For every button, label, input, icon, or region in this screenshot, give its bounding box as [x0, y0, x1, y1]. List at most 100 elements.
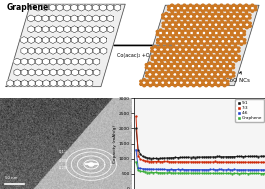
- Circle shape: [220, 10, 223, 12]
- Circle shape: [157, 39, 159, 41]
- Circle shape: [202, 10, 204, 12]
- Polygon shape: [78, 4, 85, 11]
- Circle shape: [201, 72, 204, 74]
- Circle shape: [207, 75, 210, 77]
- Circle shape: [224, 39, 227, 41]
- Circle shape: [223, 6, 226, 8]
- Circle shape: [185, 46, 187, 48]
- Circle shape: [213, 58, 216, 60]
- Circle shape: [218, 39, 221, 41]
- Circle shape: [242, 17, 245, 19]
- Polygon shape: [50, 80, 57, 87]
- Circle shape: [185, 51, 187, 54]
- Circle shape: [189, 75, 192, 77]
- Circle shape: [218, 22, 220, 24]
- Polygon shape: [178, 72, 184, 77]
- Circle shape: [243, 39, 246, 41]
- Polygon shape: [175, 5, 181, 11]
- Circle shape: [229, 6, 232, 8]
- Polygon shape: [64, 69, 71, 76]
- Circle shape: [187, 17, 189, 19]
- Circle shape: [176, 64, 179, 66]
- Circle shape: [163, 47, 166, 49]
- Circle shape: [189, 80, 192, 82]
- Circle shape: [194, 47, 197, 49]
- Circle shape: [192, 9, 195, 11]
- Polygon shape: [160, 72, 165, 77]
- Y-axis label: Capacity (mAh/g): Capacity (mAh/g): [113, 125, 117, 163]
- Circle shape: [222, 54, 225, 56]
- Circle shape: [161, 70, 164, 73]
- Polygon shape: [114, 4, 121, 11]
- Circle shape: [185, 54, 188, 56]
- Circle shape: [186, 79, 189, 81]
- Circle shape: [202, 83, 204, 85]
- Circle shape: [229, 68, 231, 70]
- Circle shape: [237, 39, 240, 41]
- Circle shape: [200, 33, 202, 36]
- Circle shape: [229, 9, 232, 11]
- Circle shape: [209, 43, 212, 45]
- Circle shape: [193, 33, 196, 36]
- Circle shape: [176, 72, 179, 74]
- Circle shape: [219, 50, 222, 52]
- Circle shape: [199, 22, 202, 24]
- Polygon shape: [208, 39, 213, 44]
- Circle shape: [254, 9, 257, 11]
- Circle shape: [189, 80, 192, 82]
- Polygon shape: [35, 4, 41, 11]
- Circle shape: [187, 30, 190, 33]
- Circle shape: [188, 55, 191, 57]
- Polygon shape: [232, 30, 238, 36]
- Polygon shape: [185, 80, 190, 85]
- Circle shape: [162, 17, 165, 19]
- Circle shape: [212, 33, 215, 36]
- Circle shape: [154, 62, 157, 64]
- Circle shape: [227, 29, 230, 31]
- Circle shape: [198, 9, 201, 11]
- Circle shape: [152, 83, 155, 85]
- Polygon shape: [219, 14, 225, 19]
- Circle shape: [219, 50, 222, 52]
- Circle shape: [181, 30, 184, 33]
- Circle shape: [230, 17, 232, 19]
- Polygon shape: [222, 72, 227, 77]
- Circle shape: [182, 50, 184, 52]
- Circle shape: [205, 6, 207, 8]
- Circle shape: [157, 55, 160, 57]
- Circle shape: [249, 25, 251, 27]
- Circle shape: [224, 25, 227, 27]
- Circle shape: [166, 43, 169, 45]
- Polygon shape: [28, 26, 34, 33]
- Circle shape: [156, 30, 159, 33]
- Circle shape: [171, 83, 173, 85]
- Circle shape: [230, 22, 233, 24]
- Polygon shape: [160, 80, 166, 85]
- Circle shape: [218, 39, 221, 41]
- Circle shape: [149, 79, 152, 81]
- Circle shape: [191, 60, 194, 62]
- Polygon shape: [171, 39, 176, 44]
- Circle shape: [220, 83, 223, 85]
- Polygon shape: [172, 72, 178, 77]
- Circle shape: [170, 67, 173, 69]
- Polygon shape: [196, 64, 202, 69]
- Circle shape: [223, 76, 226, 78]
- Circle shape: [162, 33, 165, 36]
- Circle shape: [145, 64, 148, 66]
- Circle shape: [174, 25, 177, 27]
- Circle shape: [201, 64, 204, 66]
- Polygon shape: [107, 26, 114, 33]
- Circle shape: [195, 80, 198, 82]
- Polygon shape: [78, 26, 85, 33]
- Polygon shape: [86, 47, 92, 54]
- Circle shape: [197, 37, 200, 40]
- Polygon shape: [214, 39, 219, 44]
- Circle shape: [180, 6, 183, 8]
- Circle shape: [225, 58, 228, 60]
- Circle shape: [215, 26, 217, 29]
- Polygon shape: [227, 55, 232, 60]
- Circle shape: [155, 76, 158, 78]
- Circle shape: [237, 42, 240, 44]
- Circle shape: [175, 47, 178, 49]
